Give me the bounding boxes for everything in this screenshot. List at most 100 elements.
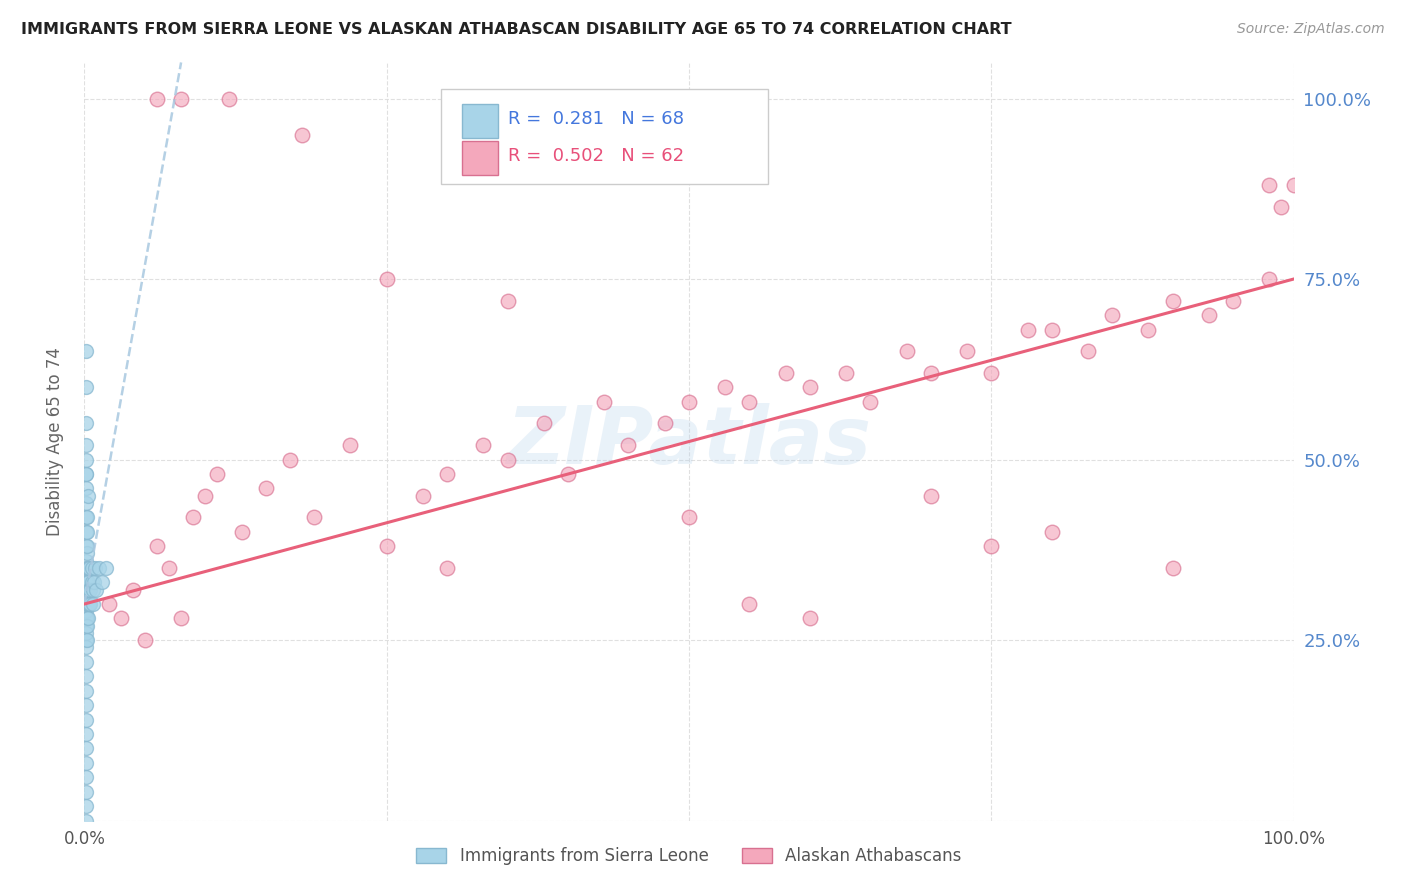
Point [75,524,97,539]
Point [110,611,132,625]
Point [86,582,108,597]
Point [1101,308,1123,322]
Point [170,611,193,625]
Point [1258,178,1281,193]
Point [278,452,301,467]
Point [91,575,114,590]
Point [77,582,100,597]
Text: R =  0.281   N = 68: R = 0.281 N = 68 [508,111,683,128]
Point [75,482,97,496]
Point [835,366,858,380]
Point [75,785,97,799]
Y-axis label: Disability Age 65 to 74: Disability Age 65 to 74 [45,347,63,536]
Point [76,575,98,590]
Point [146,539,169,553]
Point [94,561,117,575]
Point [77,582,100,597]
Point [533,417,555,431]
Point [75,756,97,770]
Point [181,510,204,524]
Point [194,489,217,503]
Point [956,344,979,359]
Point [75,438,97,452]
Point [75,590,97,604]
Point [799,611,821,625]
Point [75,741,97,756]
Point [76,611,98,625]
Point [75,713,97,727]
Point [339,438,361,452]
Point [1077,344,1099,359]
Text: ZIPatlas: ZIPatlas [506,402,872,481]
Point [76,633,98,648]
Point [254,482,277,496]
Point [157,561,180,575]
Point [1270,200,1292,214]
Point [557,467,579,481]
Point [496,452,519,467]
FancyBboxPatch shape [461,141,498,175]
Point [75,582,97,597]
Point [75,799,97,814]
Point [859,394,882,409]
Text: Source: ZipAtlas.com: Source: ZipAtlas.com [1237,22,1385,37]
Point [170,91,193,105]
Point [436,467,458,481]
Point [83,575,105,590]
Point [77,597,100,611]
Point [472,438,495,452]
Point [207,467,229,481]
Point [84,561,107,575]
Text: IMMIGRANTS FROM SIERRA LEONE VS ALASKAN ATHABASCAN DISABILITY AGE 65 TO 74 CORRE: IMMIGRANTS FROM SIERRA LEONE VS ALASKAN … [21,22,1012,37]
Point [76,618,98,632]
Point [75,539,97,553]
Point [75,814,97,828]
Point [75,510,97,524]
Point [76,524,98,539]
Point [79,597,101,611]
Point [82,597,104,611]
Point [1161,561,1184,575]
Point [75,633,97,648]
Point [75,698,97,712]
Text: R =  0.502   N = 62: R = 0.502 N = 62 [508,146,683,165]
Point [920,489,942,503]
Point [738,597,761,611]
Point [77,489,100,503]
Point [77,561,100,575]
Point [75,604,97,618]
Point [82,582,104,597]
Point [738,394,761,409]
Point [97,597,120,611]
Point [436,561,458,575]
Point [75,496,97,510]
Point [75,467,97,481]
Point [1198,308,1220,322]
Point [121,582,143,597]
Point [77,575,100,590]
Point [1258,272,1281,286]
Point [678,510,700,524]
Point [75,770,97,784]
Point [75,683,97,698]
Point [1040,524,1063,539]
Point [1222,293,1244,308]
Point [75,561,97,575]
Point [1017,323,1039,337]
Point [654,417,676,431]
Point [76,546,98,560]
Point [77,561,100,575]
Point [231,524,253,539]
Point [75,554,97,568]
Point [79,582,101,597]
Legend: Immigrants from Sierra Leone, Alaskan Athabascans: Immigrants from Sierra Leone, Alaskan At… [416,847,962,865]
Point [75,655,97,669]
Point [76,539,98,553]
Point [75,467,97,481]
Point [75,669,97,683]
Point [80,561,103,575]
Point [775,366,797,380]
Point [77,611,100,625]
Point [77,597,100,611]
Point [1040,323,1063,337]
